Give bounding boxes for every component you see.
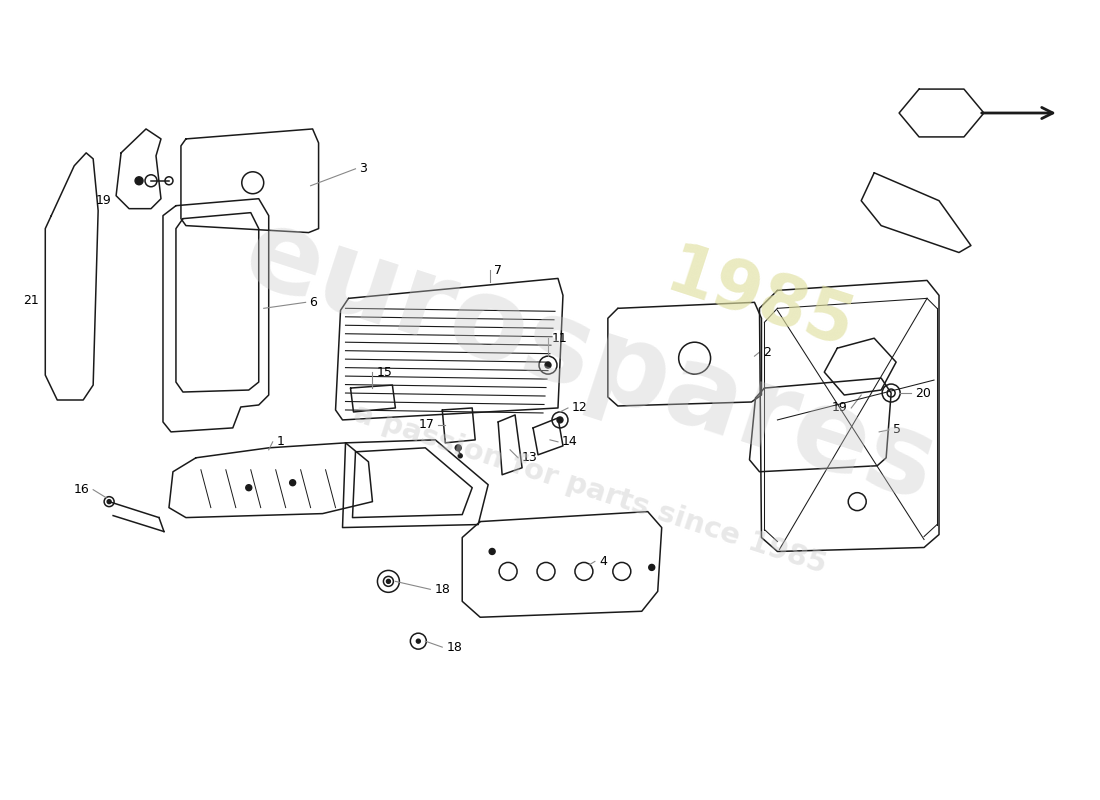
Circle shape	[455, 445, 461, 451]
Circle shape	[459, 454, 462, 458]
Text: 18: 18	[447, 641, 462, 654]
Text: 14: 14	[562, 435, 578, 448]
Text: 17: 17	[418, 418, 434, 431]
Circle shape	[416, 639, 420, 643]
Text: 7: 7	[494, 264, 502, 277]
Text: 16: 16	[74, 483, 89, 496]
Text: 19: 19	[96, 194, 111, 207]
Text: 6: 6	[309, 296, 318, 309]
Circle shape	[544, 362, 551, 368]
Text: 19: 19	[832, 402, 847, 414]
Text: 1985: 1985	[657, 238, 861, 362]
Text: 2: 2	[763, 346, 771, 358]
Circle shape	[557, 417, 563, 423]
Text: 18: 18	[434, 583, 450, 596]
Circle shape	[289, 480, 296, 486]
Circle shape	[107, 500, 111, 504]
Text: 21: 21	[23, 294, 40, 307]
Text: 3: 3	[360, 162, 367, 175]
Text: 11: 11	[552, 332, 568, 345]
Text: 13: 13	[522, 451, 538, 464]
Text: 12: 12	[572, 402, 587, 414]
Circle shape	[245, 485, 252, 490]
Circle shape	[649, 565, 654, 570]
Circle shape	[135, 177, 143, 185]
Text: 1: 1	[277, 435, 285, 448]
Text: 4: 4	[598, 555, 607, 568]
Text: eurospares: eurospares	[230, 196, 949, 524]
Text: 20: 20	[915, 386, 931, 399]
Circle shape	[386, 579, 390, 583]
Text: 5: 5	[893, 423, 901, 436]
Text: a passion for parts since 1985: a passion for parts since 1985	[350, 400, 829, 579]
Text: 15: 15	[376, 366, 393, 378]
Circle shape	[490, 549, 495, 554]
